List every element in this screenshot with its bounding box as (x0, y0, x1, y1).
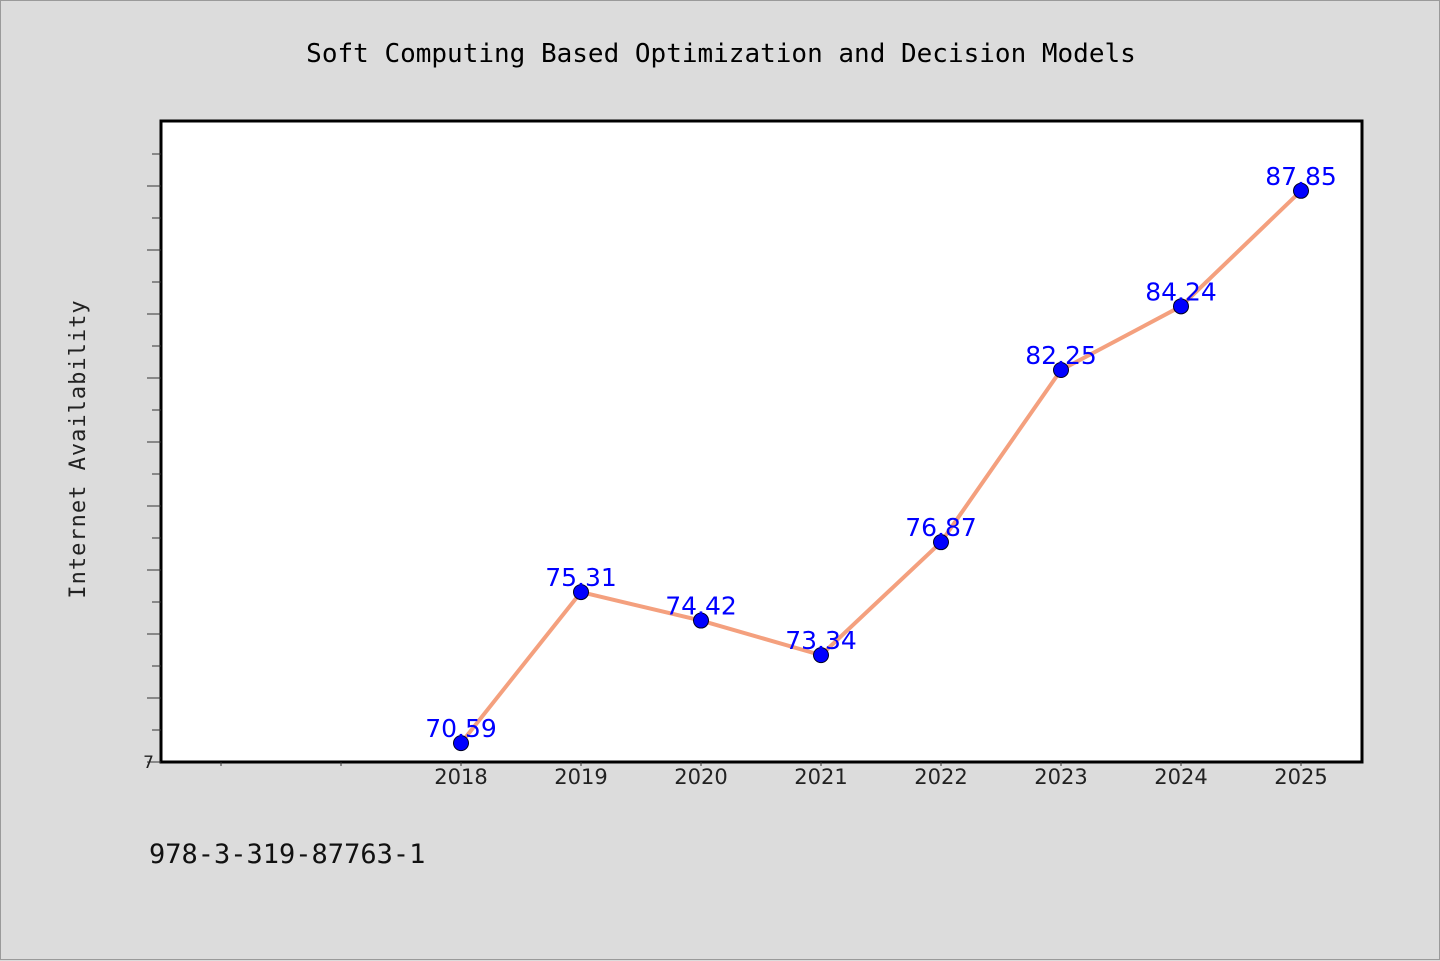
data-point (1173, 298, 1189, 315)
data-label: 75.31 (545, 563, 617, 592)
x-tick-label: 2020 (674, 765, 727, 789)
plot-area (159, 119, 1364, 764)
x-tick-label: 2021 (794, 765, 847, 789)
data-point (933, 534, 949, 551)
data-label: 70.59 (425, 714, 497, 743)
x-tick-label: 2023 (1034, 765, 1087, 789)
chart-title: Soft Computing Based Optimization and De… (306, 39, 1136, 69)
x-tick-label: 2019 (554, 765, 607, 789)
isbn-footer: 978-3-319-87763-1 (149, 839, 425, 870)
y-axis-ticks (147, 153, 161, 763)
data-point (573, 584, 589, 601)
y-axis-label: Internet Availability (66, 299, 91, 598)
data-label: 73.34 (785, 626, 857, 655)
data-point (453, 735, 469, 752)
x-tick-label: 2018 (434, 765, 487, 789)
x-tick-label: 2025 (1274, 765, 1327, 789)
data-label: 84.24 (1145, 277, 1217, 306)
data-point (1293, 182, 1309, 199)
series-layer: 70.59 75.31 74.42 73.34 76.87 82.25 84.24 87.85 (425, 162, 1337, 752)
data-point (813, 647, 829, 664)
x-axis-ticks: 2018 2019 2020 2021 2022 2023 2024 2025 (220, 762, 1328, 789)
y-tick-label: 7 (143, 753, 154, 773)
x-tick-label: 2022 (914, 765, 967, 789)
series-line (459, 188, 1303, 746)
x-tick-label: 2024 (1154, 765, 1207, 789)
data-label: 82.25 (1025, 341, 1097, 370)
data-label: 74.42 (665, 592, 737, 621)
data-label: 87.85 (1265, 162, 1337, 191)
data-point (693, 612, 709, 629)
data-point (1053, 362, 1069, 378)
data-label: 76.87 (905, 513, 977, 542)
